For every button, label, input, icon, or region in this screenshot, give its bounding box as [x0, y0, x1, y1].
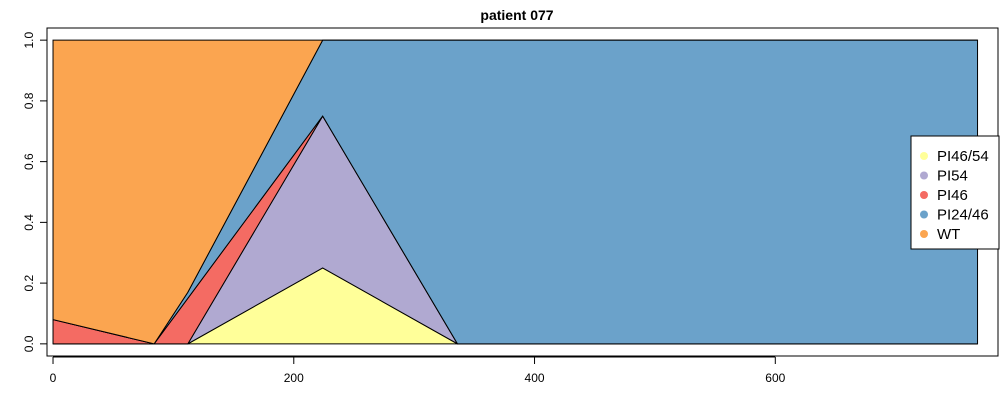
y-tick-label: 1.0	[22, 31, 36, 48]
y-tick-label: 0.6	[22, 153, 36, 170]
x-axis: 0 200 400 600	[50, 356, 786, 385]
legend-label: PI24/46	[937, 207, 989, 224]
y-tick-label: 0.0	[22, 335, 36, 352]
legend-swatch	[920, 171, 928, 180]
area-layer	[52, 39, 979, 345]
y-axis: 0.0 0.2 0.4 0.6 0.8 1.0	[22, 31, 48, 352]
legend-label: PI46/54	[937, 148, 989, 165]
legend-swatch	[920, 191, 928, 199]
legend-swatch	[920, 152, 928, 160]
x-tick-label: 600	[765, 371, 785, 385]
area-wt	[52, 39, 978, 345]
y-tick-label: 0.2	[22, 274, 36, 291]
x-tick-label: 400	[525, 371, 545, 385]
legend: PI46/54 PI54 PI46 PI24/46 WT	[910, 135, 1000, 250]
legend-swatch	[920, 210, 928, 219]
y-tick-label: 0.8	[22, 92, 36, 109]
x-tick-label: 200	[284, 371, 304, 385]
legend-swatch	[920, 230, 928, 238]
y-tick-label: 0.4	[22, 214, 36, 231]
x-tick-label: 0	[50, 371, 57, 385]
chart-title: patient 077	[480, 7, 553, 23]
legend-label: PI46	[937, 187, 968, 204]
legend-label: WT	[937, 226, 960, 243]
legend-label: PI54	[937, 168, 968, 185]
